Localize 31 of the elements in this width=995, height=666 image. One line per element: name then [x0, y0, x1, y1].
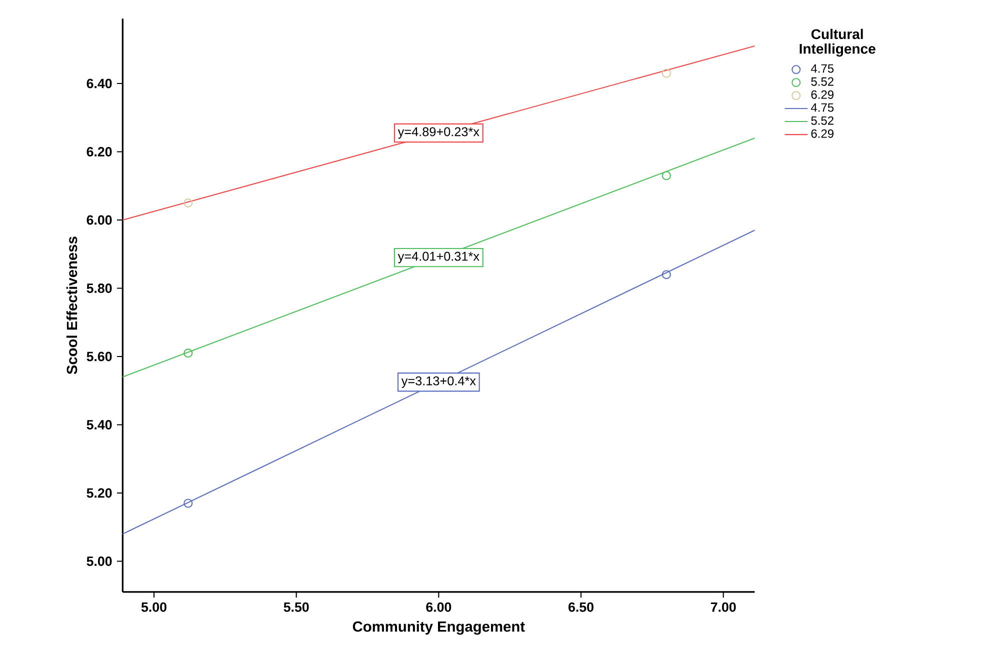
y-tick-label: 5.20 — [86, 488, 112, 498]
y-tick-label: 5.00 — [86, 556, 112, 566]
y-tick-label: 6.20 — [86, 147, 112, 156]
legend-label: 4.75 — [810, 64, 834, 73]
y-tick-label: 5.40 — [86, 420, 112, 430]
x-tick-label: 5.00 — [141, 602, 166, 612]
annotation: y=4.89+0.23*x — [398, 127, 480, 139]
legend-label: 6.29 — [811, 129, 834, 138]
y-axis-title: Scool Effectiveness — [66, 236, 78, 374]
x-tick-label: 7.00 — [710, 602, 736, 612]
point — [662, 68, 671, 78]
legend-label: 4.75 — [810, 103, 834, 112]
point — [662, 270, 671, 280]
legend-title: Cultural Intelligence — [800, 28, 876, 57]
y-tick-label: 6.00 — [86, 215, 112, 225]
annotation: y=4.01+0.31*x — [398, 252, 480, 264]
point — [184, 198, 193, 208]
point — [184, 348, 193, 358]
x-tick-label: 6.50 — [568, 602, 594, 612]
point — [662, 171, 671, 180]
x-tick-label: 5.50 — [284, 602, 309, 612]
legend-label: 5.52 — [811, 116, 834, 125]
y-tick-label: 6.40 — [86, 78, 112, 88]
y-tick-label: 5.60 — [86, 352, 112, 362]
y-tick-label: 5.80 — [86, 284, 112, 293]
annotation: y=3.13+0.4*x — [401, 376, 476, 388]
point — [184, 498, 193, 508]
legend-label: 5.52 — [811, 77, 834, 86]
x-axis-title: Community Engagement — [352, 620, 525, 635]
legend-label: 6.29 — [811, 90, 834, 99]
x-tick-label: 6.00 — [426, 602, 452, 612]
